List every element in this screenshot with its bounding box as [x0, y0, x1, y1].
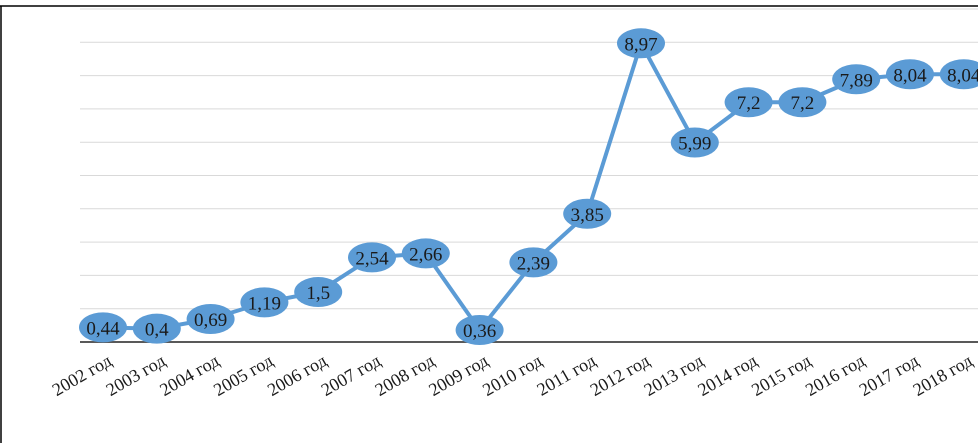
data-label: 1,19 [248, 293, 281, 314]
x-tick-label: 2009 год [425, 350, 491, 400]
data-label: 0,69 [194, 310, 227, 331]
data-labels-group: 0,44 0,4 0,69 1,19 1,5 2,54 2,66 0,36 2,39 3,85 8,… [86, 34, 978, 342]
data-point [132, 313, 181, 344]
data-point [617, 28, 665, 59]
data-label: 0,36 [463, 321, 496, 342]
data-point [563, 198, 612, 229]
x-tick-label: 2006 год [264, 350, 330, 400]
x-tick-label: 2013 год [640, 350, 706, 400]
data-point [939, 59, 978, 90]
x-tick-label: 2002 год [49, 350, 115, 400]
x-tick-label: 2008 год [371, 350, 437, 400]
data-label: 0,44 [86, 318, 120, 339]
x-tick-label: 2010 год [479, 350, 545, 400]
data-label: 8,04 [947, 65, 978, 86]
data-point [79, 312, 127, 343]
data-label: 2,39 [517, 253, 550, 274]
data-label: 8,04 [893, 65, 927, 86]
data-point [455, 315, 504, 346]
data-point [670, 127, 719, 158]
data-label: 2,66 [409, 244, 442, 265]
data-label: 0,4 [145, 320, 169, 341]
series-group [79, 28, 978, 346]
x-tick-label: 2015 год [748, 350, 814, 400]
data-label: 3,85 [571, 205, 604, 226]
x-tick-label: 2017 год [856, 350, 922, 400]
data-label: 2,54 [355, 248, 389, 269]
data-label: 5,99 [678, 134, 711, 155]
data-label: 1,5 [306, 283, 330, 304]
x-tick-label: 2016 год [802, 350, 868, 400]
x-tick-label: 2018 год [909, 350, 975, 400]
data-point [294, 277, 343, 308]
x-tick-label: 2005 год [210, 350, 276, 400]
data-label: 7,2 [791, 93, 815, 114]
data-point [509, 247, 558, 278]
data-point [724, 87, 773, 118]
data-point [186, 304, 235, 335]
x-tick-label: 2007 год [318, 350, 384, 400]
data-point [832, 64, 881, 95]
x-tick-label: 2014 год [694, 350, 760, 400]
x-tick-label: 2011 год [533, 350, 599, 400]
data-point [778, 87, 827, 118]
data-label: 8,97 [624, 34, 657, 55]
gridlines [80, 8, 978, 343]
data-point [348, 242, 396, 273]
data-point [886, 59, 934, 90]
data-point [401, 238, 450, 269]
x-tick-label: 2003 год [102, 350, 168, 400]
data-label: 7,89 [840, 70, 873, 91]
x-tick-label: 2004 год [156, 350, 222, 400]
data-point [240, 287, 289, 318]
series-line [102, 41, 964, 333]
data-label: 7,2 [737, 93, 761, 114]
x-tick-label: 2012 год [587, 350, 653, 400]
